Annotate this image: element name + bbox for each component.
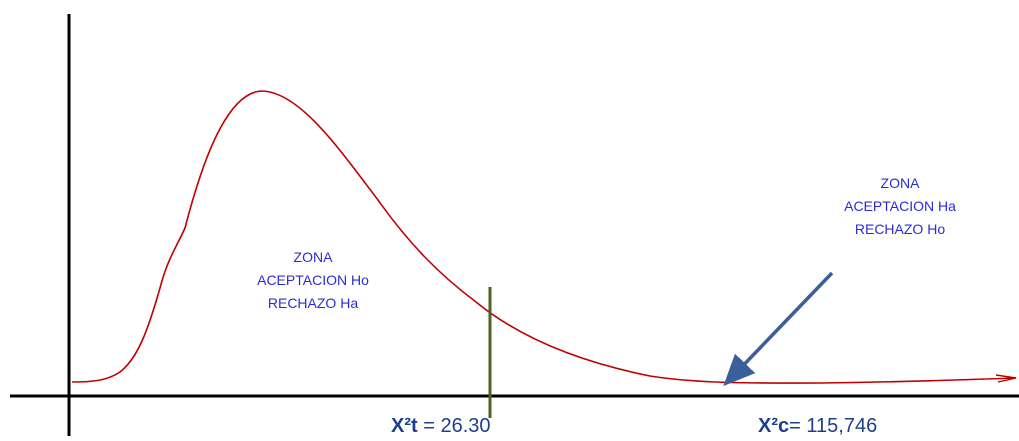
calculated-value: 115,746	[806, 415, 878, 437]
zone-right-line-2: ACEPTACION Ha	[844, 198, 956, 214]
curve-end-arrow	[995, 374, 1017, 383]
tabulated-symbol: X²t	[391, 415, 418, 437]
tabulated-chi-square-label: X²t = 26.30	[391, 414, 491, 438]
zone-right-line-3: RECHAZO Ho	[854, 221, 946, 237]
tabulated-separator: =	[417, 415, 441, 437]
acceptance-zone-label: ZONA ACEPTACION Ho RECHAZO Ha	[238, 246, 388, 315]
calculated-symbol: X²c	[758, 415, 790, 437]
calculated-separator: =	[789, 415, 807, 437]
zone-right-line-1: ZONA	[880, 175, 920, 191]
zone-left-line-3: RECHAZO Ha	[267, 295, 359, 311]
calculated-chi-square-label: X²c= 115,746	[758, 414, 877, 438]
chi-square-curve	[71, 90, 1017, 384]
zone-left-line-2: ACEPTACION Ho	[257, 272, 369, 288]
zone-left-line-1: ZONA	[293, 249, 333, 265]
rejection-zone-label: ZONA ACEPTACION Ha RECHAZO Ho	[820, 172, 980, 241]
tabulated-value: 26.30	[440, 415, 491, 437]
pointer-arrow	[723, 271, 834, 387]
